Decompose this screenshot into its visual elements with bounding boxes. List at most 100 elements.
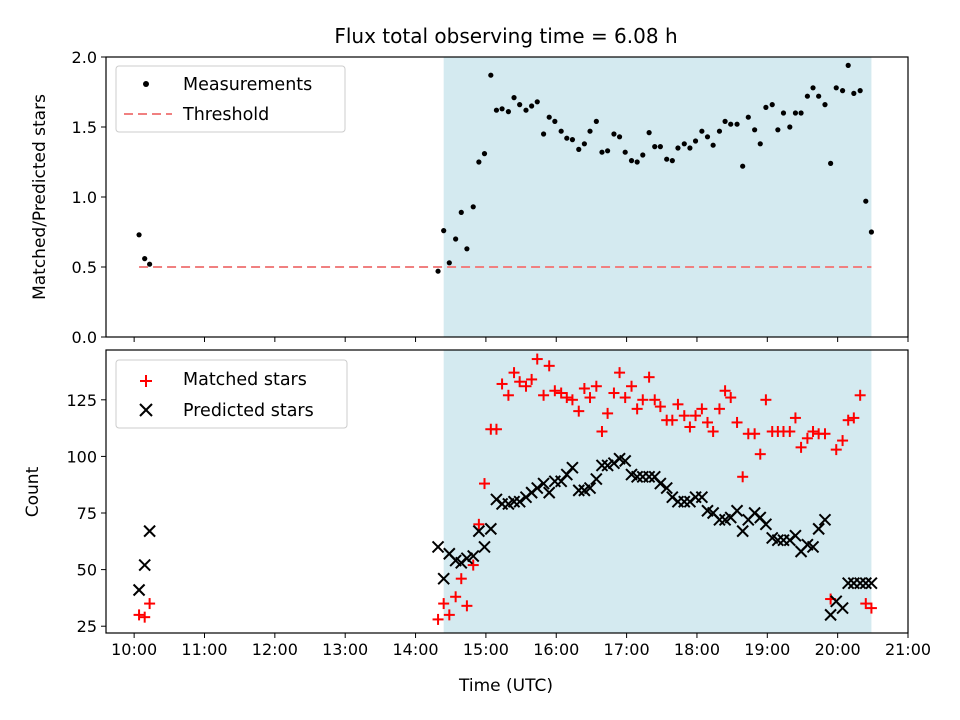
- predicted-star-point-b: [613, 452, 626, 465]
- predicted-star-point-b: [812, 522, 825, 536]
- matched-star-point: [789, 412, 801, 424]
- matched-star-point: [731, 416, 743, 428]
- matched-star-point: [690, 410, 702, 422]
- matched-star-point: [702, 416, 713, 428]
- predicted-star-point-b: [472, 524, 486, 538]
- predicted-star-point-b: [642, 470, 656, 483]
- measurement-point: [822, 102, 828, 108]
- observing-window-shade: [443, 350, 872, 633]
- predicted-star-point-b: [660, 481, 673, 495]
- predicted-star-point-b: [759, 518, 773, 531]
- legend-measurements-marker: [143, 81, 149, 87]
- matched-star-point: [725, 392, 737, 404]
- predicted-star-point: [789, 529, 802, 542]
- predicted-star-point-b: [695, 490, 709, 504]
- predicted-star-point: [841, 576, 855, 590]
- matched-star-point: [666, 414, 678, 426]
- predicted-star-point-b: [818, 513, 832, 527]
- measurement-point: [804, 93, 810, 99]
- predicted-star-point-b: [678, 495, 691, 508]
- predicted-star-point-b: [830, 595, 843, 608]
- matched-star-point: [443, 609, 455, 621]
- measurement-point: [657, 144, 663, 150]
- matched-star-point: [848, 412, 860, 424]
- measurement-point: [523, 107, 529, 113]
- measurement-point: [652, 144, 658, 150]
- matched-star-point: [807, 426, 819, 438]
- predicted-star-point: [865, 576, 878, 590]
- count-panel: 25 50 75 100 125 10:00 11:00 12:00 13:00 14:00 15…: [23, 349, 931, 696]
- x-tick-label: 10:00: [111, 640, 157, 659]
- predicted-star-point-b: [801, 538, 814, 551]
- predicted-star-point-b: [771, 533, 785, 547]
- matched-star-point: [696, 403, 708, 415]
- count-y-axis-label: Count: [23, 466, 43, 517]
- matched-star-point: [555, 387, 567, 399]
- ratio-legend-box: [115, 65, 346, 133]
- legend-matched-marker: [140, 375, 152, 387]
- predicted-star-point-b: [478, 540, 491, 554]
- measurement-point: [810, 85, 816, 91]
- matched-star-point: [538, 389, 550, 401]
- predicted-star-point-b: [789, 529, 802, 542]
- legend-predicted-label: Predicted stars: [183, 401, 314, 421]
- observing-window-shade: [443, 57, 872, 337]
- matched-star-point: [502, 389, 514, 401]
- predicted-star-point-b: [590, 472, 603, 486]
- predicted-star-point-b: [595, 459, 609, 472]
- measurement-point: [517, 102, 523, 108]
- matched-star-point: [490, 423, 502, 435]
- x-axis-label: Time (UTC): [458, 676, 553, 696]
- predicted-star-point: [859, 576, 872, 590]
- measurement-point: [775, 127, 781, 133]
- matched-star-point: [543, 360, 555, 372]
- predicted-star-point: [806, 540, 820, 554]
- measurement-point: [675, 145, 681, 151]
- matched-star-point: [842, 414, 854, 426]
- measurement-point: [710, 142, 716, 148]
- predicted-star-point: [132, 583, 146, 597]
- predicted-star-point-b: [824, 608, 837, 622]
- measurement-point: [798, 110, 804, 116]
- matched-star-point: [584, 392, 596, 404]
- ratio-legend: Measurements Threshold: [115, 65, 346, 133]
- predicted-star-point-b: [730, 504, 744, 517]
- measurement-point: [611, 131, 617, 137]
- matched-star-point: [760, 394, 772, 406]
- count-y-ticks: 25 50 75 100 125: [66, 391, 106, 636]
- measurement-point: [640, 152, 646, 158]
- y-tick-label: 100: [66, 447, 97, 466]
- y-tick-label: 1.5: [72, 118, 97, 137]
- matched-star-point: [713, 403, 725, 415]
- measurement-point: [493, 107, 500, 113]
- measurement-point: [476, 159, 482, 165]
- predicted-star-point: [143, 524, 156, 538]
- measurement-point: [552, 118, 558, 124]
- legend-threshold-label: Threshold: [182, 105, 269, 125]
- measurement-point: [587, 128, 593, 134]
- predicted-star-point: [478, 540, 491, 554]
- measurement-point: [692, 138, 699, 144]
- predicted-star-point-b: [853, 576, 867, 590]
- measurement-point: [581, 141, 587, 147]
- predicted-star-point: [818, 513, 832, 527]
- matched-star-point: [754, 448, 766, 460]
- matched-star-point: [643, 371, 655, 383]
- matched-star-point: [854, 389, 866, 401]
- matched-star-point: [590, 380, 602, 392]
- matched-star-point: [438, 598, 450, 610]
- matched-star-point: [578, 382, 590, 394]
- predicted-star-point: [759, 518, 773, 531]
- measurement-point: [605, 148, 611, 154]
- measurement-point: [576, 146, 582, 152]
- measurement-point: [599, 149, 605, 155]
- predicted-star-point-b: [143, 524, 156, 538]
- matched-star-point: [637, 394, 649, 406]
- predicted-star-point: [590, 472, 603, 486]
- matched-star-point: [795, 441, 807, 453]
- predicted-star-point-b: [566, 461, 579, 474]
- predicted-star-point-b: [625, 468, 638, 481]
- predicted-star-point-b: [537, 477, 550, 490]
- predicted-star-point: [437, 572, 450, 585]
- predicted-star-point-b: [138, 558, 151, 572]
